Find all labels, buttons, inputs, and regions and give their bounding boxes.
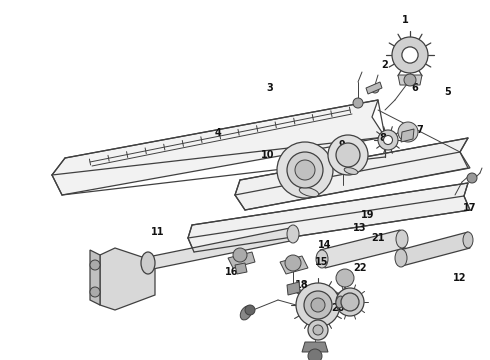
Ellipse shape bbox=[463, 232, 473, 248]
Text: 6: 6 bbox=[412, 83, 418, 93]
Text: 7: 7 bbox=[416, 125, 423, 135]
Circle shape bbox=[336, 143, 360, 167]
Circle shape bbox=[378, 130, 398, 150]
Circle shape bbox=[402, 47, 418, 63]
Text: 18: 18 bbox=[295, 280, 309, 290]
Circle shape bbox=[384, 135, 392, 144]
Circle shape bbox=[296, 283, 340, 327]
Polygon shape bbox=[398, 75, 422, 85]
Circle shape bbox=[341, 293, 359, 311]
Ellipse shape bbox=[344, 168, 358, 174]
Circle shape bbox=[392, 37, 428, 73]
Text: 14: 14 bbox=[318, 240, 332, 250]
Text: 3: 3 bbox=[267, 83, 273, 93]
Circle shape bbox=[313, 325, 323, 335]
Ellipse shape bbox=[395, 249, 407, 267]
Circle shape bbox=[336, 288, 364, 316]
Polygon shape bbox=[401, 129, 414, 142]
Circle shape bbox=[245, 305, 255, 315]
Ellipse shape bbox=[240, 306, 252, 320]
Polygon shape bbox=[287, 282, 300, 295]
Text: 1: 1 bbox=[402, 15, 408, 25]
Circle shape bbox=[308, 349, 322, 360]
Text: 2: 2 bbox=[382, 60, 389, 70]
Polygon shape bbox=[235, 263, 247, 274]
Ellipse shape bbox=[287, 225, 299, 243]
Circle shape bbox=[295, 160, 315, 180]
Ellipse shape bbox=[299, 187, 318, 197]
Circle shape bbox=[336, 269, 354, 287]
Ellipse shape bbox=[336, 296, 344, 308]
Text: 8: 8 bbox=[380, 133, 387, 143]
Text: 19: 19 bbox=[361, 210, 375, 220]
Text: 10: 10 bbox=[261, 150, 275, 160]
Circle shape bbox=[467, 173, 477, 183]
Polygon shape bbox=[320, 230, 405, 268]
Polygon shape bbox=[100, 248, 155, 310]
Ellipse shape bbox=[141, 252, 155, 274]
Text: 22: 22 bbox=[353, 263, 367, 273]
Circle shape bbox=[285, 255, 301, 271]
Text: 11: 11 bbox=[151, 227, 165, 237]
Ellipse shape bbox=[316, 250, 328, 268]
Circle shape bbox=[277, 142, 333, 198]
Text: 13: 13 bbox=[353, 223, 367, 233]
Circle shape bbox=[90, 260, 100, 270]
Text: 4: 4 bbox=[215, 128, 221, 138]
Circle shape bbox=[308, 320, 328, 340]
Text: 9: 9 bbox=[339, 140, 345, 150]
Ellipse shape bbox=[396, 230, 408, 248]
Polygon shape bbox=[188, 183, 470, 252]
Polygon shape bbox=[235, 138, 470, 210]
Circle shape bbox=[233, 248, 247, 262]
Text: 12: 12 bbox=[453, 273, 467, 283]
Text: 20: 20 bbox=[331, 303, 345, 313]
Polygon shape bbox=[148, 228, 295, 270]
Polygon shape bbox=[400, 232, 470, 266]
Circle shape bbox=[311, 298, 325, 312]
Circle shape bbox=[398, 122, 418, 142]
Polygon shape bbox=[228, 252, 255, 268]
Polygon shape bbox=[90, 250, 100, 305]
Circle shape bbox=[287, 152, 323, 188]
Polygon shape bbox=[302, 342, 328, 352]
Circle shape bbox=[304, 291, 332, 319]
Text: 21: 21 bbox=[371, 233, 385, 243]
Text: 16: 16 bbox=[225, 267, 239, 277]
Polygon shape bbox=[280, 256, 308, 274]
Polygon shape bbox=[52, 100, 385, 195]
Circle shape bbox=[328, 135, 368, 175]
Circle shape bbox=[353, 98, 363, 108]
Circle shape bbox=[90, 287, 100, 297]
Text: 5: 5 bbox=[444, 87, 451, 97]
Circle shape bbox=[371, 85, 379, 93]
Text: 15: 15 bbox=[315, 257, 329, 267]
Text: 17: 17 bbox=[463, 203, 477, 213]
Polygon shape bbox=[366, 82, 382, 94]
Circle shape bbox=[404, 74, 416, 86]
